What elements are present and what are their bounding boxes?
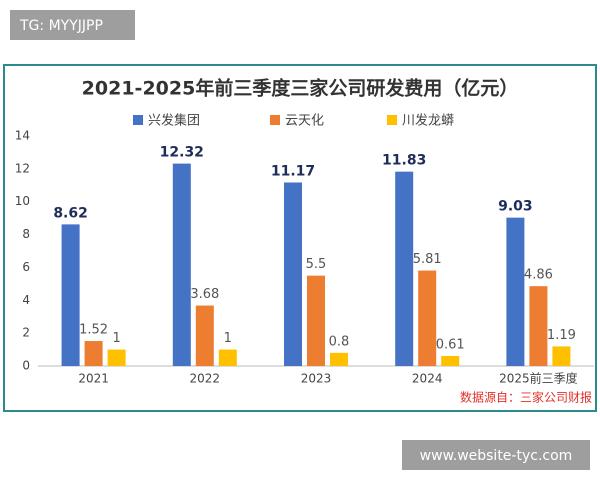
watermark-box [402, 440, 590, 470]
legend-label: 云天化 [285, 114, 324, 129]
bar [441, 355, 460, 366]
x-tick-label: 2022 [190, 372, 221, 386]
data-label: 11.17 [271, 163, 315, 179]
legend-swatch [133, 115, 143, 125]
y-tick-label: 8 [22, 227, 30, 241]
y-tick-label: 4 [22, 293, 30, 307]
legend-label: 川发龙蟒 [402, 113, 454, 129]
y-tick-label: 12 [15, 161, 30, 175]
legend-swatch [387, 115, 397, 125]
data-label: 3.68 [190, 287, 219, 302]
bar [330, 352, 348, 366]
data-label: 4.86 [524, 268, 553, 283]
bar [61, 224, 80, 366]
bar [84, 341, 103, 366]
x-tick-label: 2021 [78, 372, 109, 386]
bar [506, 217, 525, 366]
data-label: 11.83 [382, 153, 426, 169]
data-label: 1 [224, 331, 232, 346]
data-label: 0.61 [436, 337, 465, 352]
bar [195, 305, 214, 366]
y-tick-label: 6 [22, 260, 30, 274]
y-tick-label: 14 [15, 129, 30, 143]
bar [529, 286, 548, 366]
x-tick-label: 2025前三季度 [499, 371, 578, 386]
data-label: 5.81 [413, 252, 442, 267]
bar [418, 270, 437, 366]
bar [552, 346, 571, 366]
bar [395, 171, 414, 366]
watermark: www.website-tyc.com [420, 448, 573, 464]
source: 数据源自：三家公司财报 [460, 390, 592, 405]
bar [218, 349, 237, 366]
data-label: 5.5 [306, 257, 327, 272]
data-label: 1.52 [79, 323, 108, 338]
legend-swatch [270, 115, 280, 125]
bar [172, 163, 191, 366]
bar [107, 349, 126, 366]
data-label: 1 [112, 331, 120, 346]
watermark-box [10, 10, 135, 40]
data-label: 0.8 [329, 334, 350, 349]
data-label: 12.32 [160, 145, 204, 161]
x-tick-label: 2023 [301, 372, 332, 386]
watermark: TG: MYYJJPP [19, 18, 103, 34]
x-tick-label: 2024 [412, 372, 443, 386]
y-tick-label: 10 [15, 194, 30, 208]
bar [284, 182, 302, 366]
y-tick-label: 0 [22, 359, 30, 373]
y-tick-label: 2 [22, 326, 30, 340]
data-label: 8.62 [53, 205, 88, 221]
data-label: 1.19 [547, 328, 576, 343]
legend-label: 兴发集团 [148, 113, 200, 129]
bar [307, 275, 325, 366]
chart-title: 2021-2025年前三季度三家公司研发费用（亿元） [82, 77, 519, 100]
data-label: 9.03 [498, 199, 533, 215]
